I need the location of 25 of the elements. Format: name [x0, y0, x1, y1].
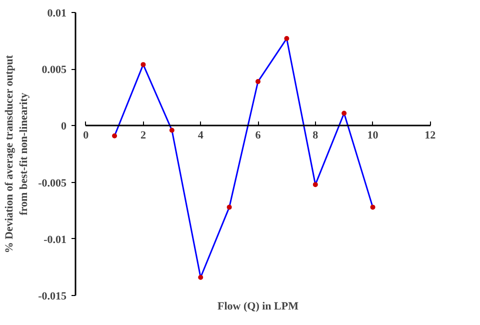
x-tick-label: 4 [198, 130, 204, 142]
y-tick-label: -0.005 [38, 177, 67, 190]
y-tick-label: -0.015 [38, 290, 67, 302]
point [198, 274, 204, 280]
x-tick-label: 2 [140, 130, 146, 142]
point [226, 204, 232, 210]
point [112, 133, 118, 138]
x-tick-label: 0 [83, 130, 90, 142]
y-tick-label: 0.005 [42, 64, 67, 76]
point [284, 36, 290, 42]
x-axis-title: Flow (Q) in LPM [218, 300, 300, 312]
x-tick-label: 10 [367, 130, 379, 142]
x-tick-label: 12 [424, 130, 436, 142]
x-tick-label: 8 [312, 130, 319, 142]
x-tick-label: 6 [255, 130, 262, 142]
point [169, 128, 174, 133]
point [370, 204, 376, 210]
point [312, 182, 318, 188]
y-tick-label: -0.01 [44, 234, 67, 246]
point [256, 79, 260, 84]
y-tick-label: 0 [61, 120, 67, 133]
point [140, 62, 146, 68]
point [342, 110, 347, 116]
y-tick-label: 0.01 [47, 8, 66, 20]
y-axis-title: % Deviation of average transducer output from best-fit non-linearity [4, 54, 30, 254]
